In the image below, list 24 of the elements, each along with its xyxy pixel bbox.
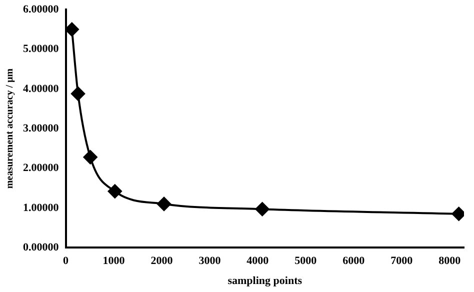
y-tick-label: 3.00000 [23,122,60,134]
point [255,202,270,216]
y-axis-title: measurement accuracy / μm [4,68,16,189]
x-tick-label: 5000 [294,255,318,268]
point [66,22,79,36]
y-tick-label: 5.00000 [23,43,60,56]
point [83,150,98,164]
x-axis-title: sampling points [228,275,303,288]
x-tick-label: 0 [63,255,69,268]
point [71,86,86,101]
x-tick-label: 6000 [342,255,366,268]
x-tick-label: 1000 [102,255,126,268]
x-tick-label: 7000 [390,255,414,268]
point [108,184,122,198]
y-tick-label: 6.00000 [23,3,60,16]
y-tick-label: 1.00000 [23,202,60,214]
x-tick-label: 3000 [198,255,222,268]
y-tick-label: 2.00000 [23,162,60,174]
x-tick-label: 4000 [246,255,270,268]
y-tick-label: 0.00000 [23,241,60,254]
y-tick-label: 4.00000 [23,82,60,95]
x-tick-label: 8000 [438,255,462,268]
x-tick-label: 2000 [150,255,174,268]
point [157,196,172,211]
